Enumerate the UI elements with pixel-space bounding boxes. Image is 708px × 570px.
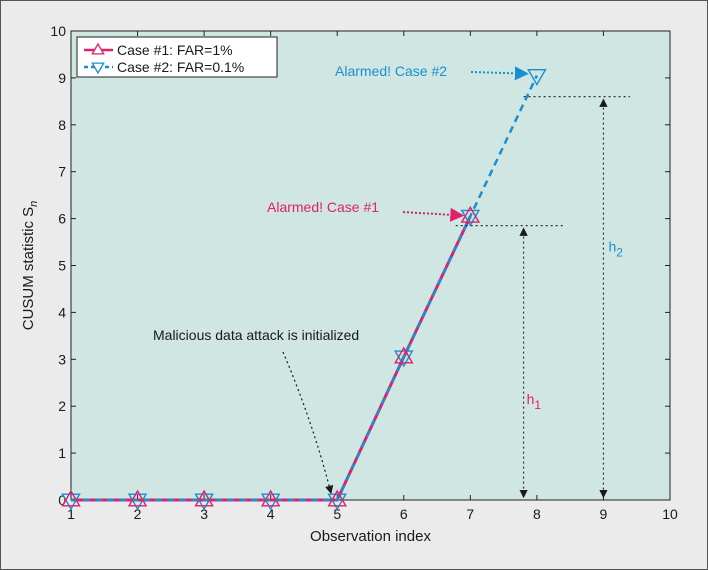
legend-marker-case2: [91, 62, 105, 75]
legend-box: [76, 36, 278, 78]
annotations: Alarmed! Case #1 Alarmed! Case #2 Maliciou…: [153, 63, 529, 495]
annotation-attack-init: Malicious data attack is initialized: [153, 327, 359, 343]
y-axis-label-main: CUSUM statistic S: [20, 207, 37, 330]
series-lines: [71, 75, 539, 502]
marker-case1: [194, 489, 214, 507]
x-tick-label: 6: [400, 506, 408, 522]
x-tick-label: 10: [662, 506, 678, 522]
threshold-h1-label: h1: [527, 391, 542, 412]
y-tick-label: 1: [58, 445, 66, 461]
x-tick-label: 9: [600, 506, 608, 522]
marker-case2: [394, 350, 414, 368]
marker-case1: [327, 489, 347, 507]
y-tick-label: 6: [58, 211, 66, 227]
threshold-h2-main: h: [608, 238, 616, 254]
x-axis-label: Observation index: [310, 528, 431, 545]
x-tick-label: 7: [466, 506, 474, 522]
threshold-h2-sub: 2: [616, 245, 623, 259]
marker-case2: [327, 493, 347, 511]
annotation-alarm-case2-arrow: [470, 66, 529, 81]
annotation-attack-init-arrow: [282, 351, 334, 495]
y-axis-label: CUSUM statistic Sn: [20, 201, 40, 330]
series-line-case2: [71, 75, 539, 502]
series-markers: [61, 69, 547, 511]
marker-case2: [194, 493, 214, 511]
y-tick-label: 4: [58, 304, 66, 320]
y-tick-label: 0: [58, 492, 66, 508]
x-tick-label: 2: [134, 506, 142, 522]
marker-case2: [527, 69, 547, 86]
legend-marker-case1: [91, 42, 105, 55]
marker-case1: [260, 489, 281, 507]
x-tick-label: 5: [333, 506, 341, 522]
annotation-alarm-case1-arrow: [402, 207, 465, 222]
threshold-h2-label: h2: [608, 238, 623, 259]
x-tick-label: 3: [200, 506, 208, 522]
marker-case1: [127, 489, 148, 507]
legend-label-case2: Case #2: FAR=0.1%: [117, 59, 244, 75]
marker-case2: [127, 493, 148, 511]
legend: Case #1: FAR=1%Case #2: FAR=0.1%: [76, 36, 278, 78]
annotation-alarm-case2: Alarmed! Case #2: [335, 63, 447, 79]
plot-area: [70, 30, 671, 501]
y-tick-label: 2: [58, 398, 66, 414]
threshold-h1-sub: 1: [534, 398, 541, 412]
y-tick-label: 9: [58, 70, 66, 86]
y-tick-label: 5: [58, 258, 66, 274]
marker-case2: [260, 493, 281, 511]
y-tick-label: 10: [50, 23, 66, 39]
legend-label-case1: Case #1: FAR=1%: [117, 42, 233, 58]
threshold-h1-main: h: [527, 391, 535, 407]
annotation-alarm-case1: Alarmed! Case #1: [267, 199, 379, 215]
y-tick-label: 7: [58, 164, 66, 180]
x-tick-label: 8: [533, 506, 541, 522]
marker-case2: [460, 209, 481, 227]
marker-case2: [61, 493, 81, 511]
marker-case1: [61, 489, 81, 507]
marker-case1: [460, 205, 481, 223]
x-tick-label: 4: [267, 506, 275, 522]
y-tick-label: 8: [58, 117, 66, 133]
marker-case1: [394, 346, 414, 364]
y-tick-label: 3: [58, 351, 66, 367]
x-tick-label: 1: [67, 506, 75, 522]
y-axis-label-subscript: n: [28, 201, 40, 207]
